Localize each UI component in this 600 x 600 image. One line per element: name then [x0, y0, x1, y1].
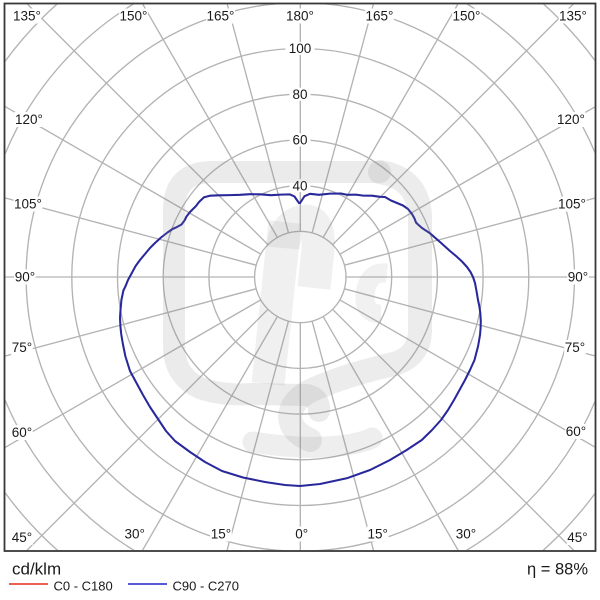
svg-text:cd/klm: cd/klm — [12, 560, 61, 579]
svg-text:150°: 150° — [120, 9, 148, 24]
svg-text:90°: 90° — [568, 270, 588, 285]
svg-text:100: 100 — [289, 41, 312, 56]
svg-text:105°: 105° — [558, 197, 586, 212]
svg-text:60°: 60° — [12, 425, 32, 440]
svg-text:90°: 90° — [15, 270, 35, 285]
svg-text:45°: 45° — [567, 530, 587, 545]
svg-text:75°: 75° — [565, 340, 585, 355]
svg-text:135°: 135° — [559, 9, 587, 24]
svg-text:165°: 165° — [207, 9, 235, 24]
svg-text:40: 40 — [292, 178, 307, 193]
svg-text:60°: 60° — [566, 424, 586, 439]
svg-text:105°: 105° — [14, 197, 42, 212]
svg-text:180°: 180° — [286, 9, 314, 24]
svg-text:η = 88%: η = 88% — [527, 561, 588, 579]
svg-text:150°: 150° — [453, 9, 481, 24]
svg-text:15°: 15° — [211, 527, 231, 542]
svg-text:120°: 120° — [15, 112, 43, 127]
svg-text:30°: 30° — [124, 527, 144, 542]
svg-text:165°: 165° — [366, 9, 394, 24]
svg-text:C0 - C180: C0 - C180 — [54, 579, 113, 594]
svg-text:120°: 120° — [557, 112, 585, 127]
svg-text:75°: 75° — [12, 340, 32, 355]
svg-text:60: 60 — [292, 133, 307, 148]
svg-text:30°: 30° — [456, 527, 476, 542]
svg-text:45°: 45° — [12, 530, 32, 545]
svg-text:80: 80 — [292, 87, 307, 102]
svg-text:0°: 0° — [295, 527, 308, 542]
svg-text:15°: 15° — [367, 527, 387, 542]
svg-text:C90 - C270: C90 - C270 — [173, 579, 239, 594]
svg-text:135°: 135° — [13, 9, 41, 24]
